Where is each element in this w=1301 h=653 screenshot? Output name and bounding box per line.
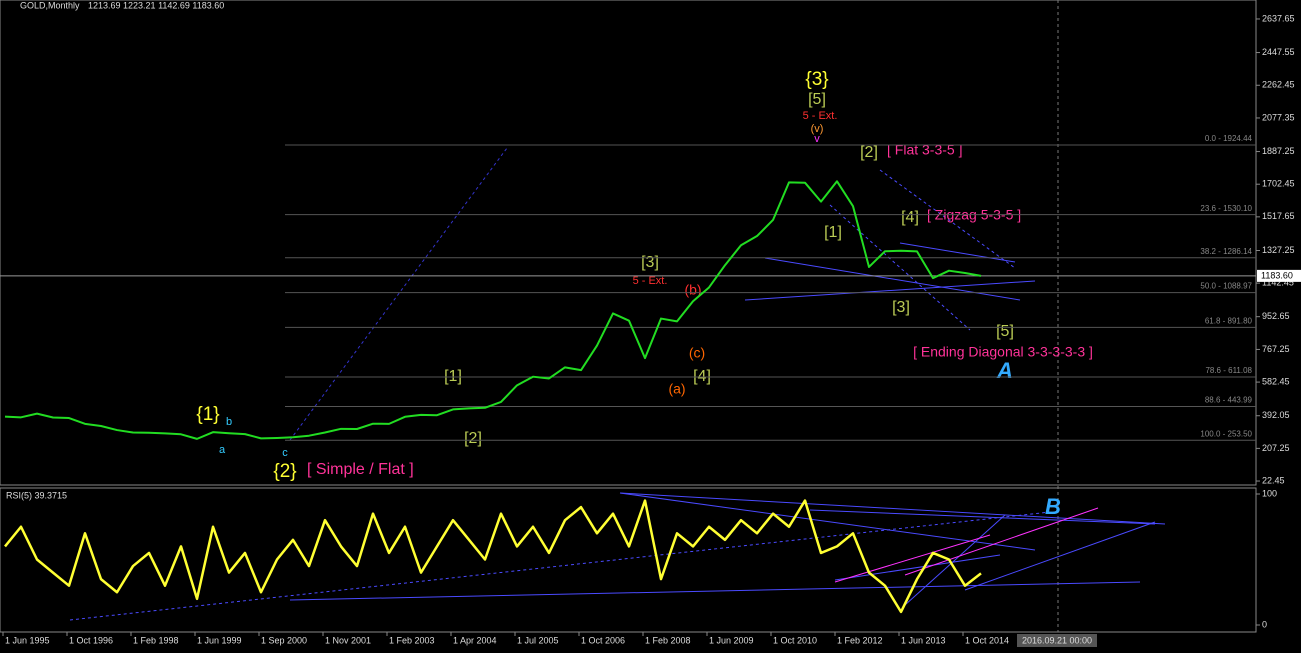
x-tick-label: 1 Jun 2013 [901, 635, 946, 645]
pattern-label: [ Flat 3-3-5 ] [887, 142, 962, 158]
ohlc-values: 1213.69 1223.21 1142.69 1183.60 [88, 0, 224, 10]
x-tick-label: 1 Jun 2009 [709, 635, 754, 645]
time-marker: 2016.09.21 00:00 [1022, 635, 1092, 645]
wave-label: (b) [684, 282, 701, 298]
y-tick-label: 582.45 [1262, 376, 1290, 386]
y-tick-label: 1702.45 [1262, 179, 1295, 189]
rsi-title: RSI(5) 39.3715 [6, 490, 67, 500]
y-tick-label: 767.25 [1262, 344, 1290, 354]
trend-lines [69, 147, 1166, 621]
y-tick-label: 2077.35 [1262, 112, 1295, 122]
time-marker-box [1017, 634, 1097, 647]
wave-label: c [282, 447, 288, 459]
wave-label: 5 - Ext. [633, 275, 668, 287]
x-tick-label: 1 Jul 2005 [517, 635, 559, 645]
wave-label: (c) [689, 345, 705, 361]
wave-label: (a) [668, 381, 685, 397]
rsi-line [4, 499, 982, 614]
wave-label: [5] [996, 323, 1014, 340]
wave-label: v [814, 133, 820, 145]
wave-label: B [1045, 494, 1061, 519]
wave-label: A [996, 358, 1013, 383]
fib-label: 23.6 - 1530.10 [1200, 204, 1252, 213]
y-tick-label: 2447.55 [1262, 47, 1295, 57]
annotations: {1} {2} {3} [5] 5 - Ext. [1] [2] [3] 5 -… [196, 69, 1093, 519]
y-tick-label: 1887.25 [1262, 146, 1295, 156]
x-tick-label: 1 Sep 2000 [261, 635, 307, 645]
wave-label: b [226, 416, 232, 428]
y-tick-label: 392.05 [1262, 410, 1290, 420]
wave-label: [4] [901, 209, 919, 226]
wave-label: {3} [805, 69, 828, 90]
price-line [4, 180, 982, 440]
y-tick-label: 2262.45 [1262, 80, 1295, 90]
rsi-channel [904, 507, 1099, 576]
wave-label: 5 - Ext. [803, 110, 838, 122]
x-tick-label: 1 Feb 1998 [133, 635, 179, 645]
wave-label: [3] [892, 299, 910, 316]
symbol-title: GOLD,Monthly [20, 0, 80, 10]
pattern-label: [ Ending Diagonal 3-3-3-3-3 ] [913, 344, 1093, 360]
x-tick-label: 1 Oct 2006 [581, 635, 625, 645]
x-tick-label: 1 Apr 2004 [453, 635, 497, 645]
x-tick-label: 1 Oct 2010 [773, 635, 817, 645]
last-price-box [1257, 269, 1301, 282]
fib-label: 50.0 - 1088.97 [1200, 282, 1252, 291]
x-tick-label: 1 Feb 2012 [837, 635, 883, 645]
wave-label: (v) [811, 123, 824, 135]
fib-label: 78.6 - 611.08 [1205, 366, 1252, 375]
wave-label: a [219, 444, 226, 456]
wave-label: [5] [808, 91, 826, 108]
rsi-frame [0, 487, 1257, 633]
pattern-label: [ Simple / Flat ] [307, 461, 414, 478]
wave-label: [2] [860, 144, 878, 161]
y-tick-label: 0 [1262, 619, 1267, 629]
y-tick-label: 1327.25 [1262, 245, 1295, 255]
fib-label: 88.6 - 443.99 [1205, 396, 1253, 405]
fib-label: 61.8 - 891.80 [1205, 317, 1253, 326]
last-price-label: 1183.60 [1261, 270, 1293, 280]
x-tick-label: 1 Feb 2003 [389, 635, 435, 645]
x-tick-label: 1 Feb 2008 [645, 635, 691, 645]
x-tick-label: 1 Jun 1995 [5, 635, 50, 645]
y-tick-label: 1142.45 [1262, 278, 1294, 288]
x-tick-label: 1 Jun 1999 [197, 635, 242, 645]
y-tick-label: 100 [1262, 488, 1277, 498]
fib-label: 38.2 - 1286.14 [1200, 247, 1252, 256]
fib-label: 0.0 - 1924.44 [1205, 134, 1253, 143]
x-tick-label: 1 Nov 2001 [325, 635, 371, 645]
y-tick-label: 2637.65 [1262, 13, 1295, 23]
wave-label: [2] [464, 430, 482, 447]
y-tick-label: 952.65 [1262, 311, 1290, 321]
wave-label: [3] [641, 254, 659, 271]
fib-label: 100.0 - 253.50 [1200, 429, 1252, 438]
wave-label: [1] [824, 224, 842, 241]
x-tick-label: 1 Oct 2014 [965, 635, 1009, 645]
x-tick-label: 1 Oct 1996 [69, 635, 113, 645]
wave-label: {2} [273, 461, 296, 482]
price-frame [0, 0, 1257, 486]
y-tick-label: 207.25 [1262, 443, 1290, 453]
rsi-channel [834, 534, 991, 583]
y-tick-label: 22.45 [1262, 475, 1285, 485]
y-tick-label: 1517.65 [1262, 211, 1295, 221]
wave-label: {1} [196, 404, 219, 425]
